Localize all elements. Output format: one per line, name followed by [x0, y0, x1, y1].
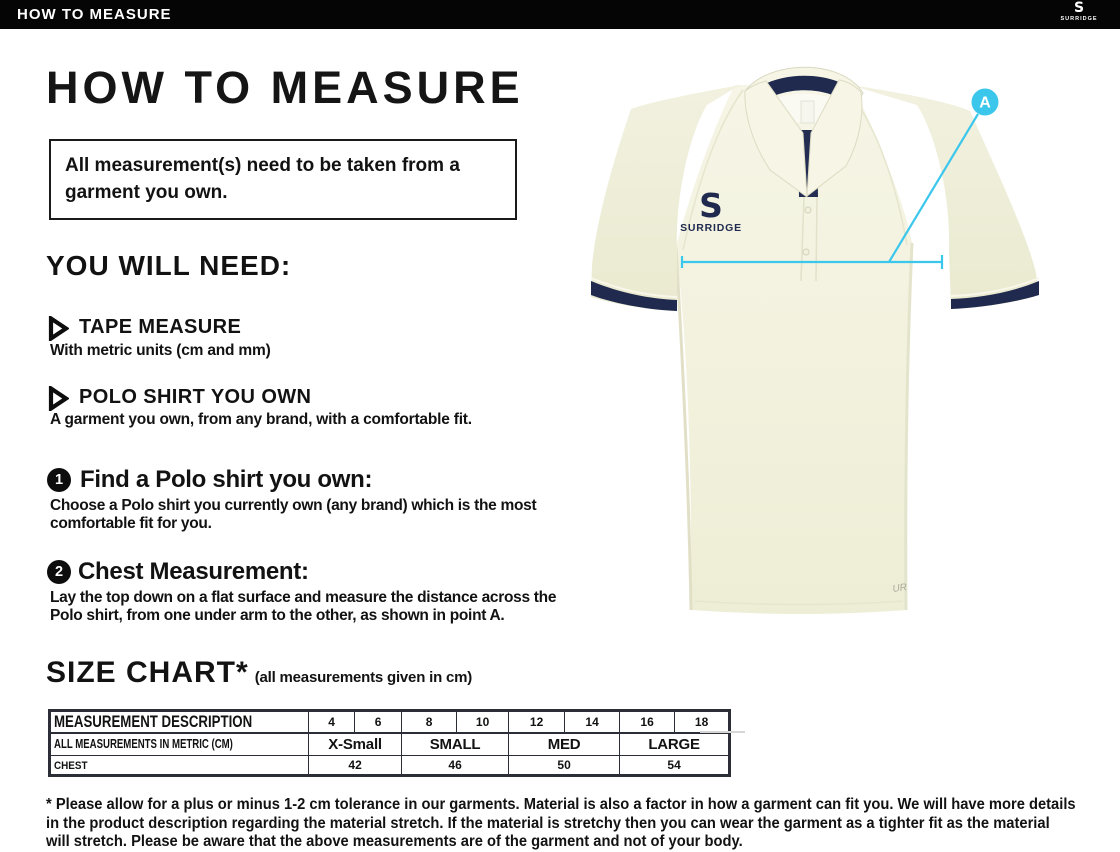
size-group-cell: SMALL	[401, 732, 510, 756]
need-item-tape-measure: TAPE MEASURE	[79, 316, 242, 338]
shirt-chest-logo: S SURRIDGE	[680, 186, 742, 234]
size-chart-heading: SIZE CHART* (all measurements given in c…	[46, 656, 472, 690]
chest-value-cell: 46	[401, 754, 510, 776]
step-1-description: Choose a Polo shirt you currently own (a…	[50, 497, 537, 532]
button	[804, 206, 812, 214]
callout-line	[888, 113, 979, 263]
need-item-polo-shirt-desc: A garment you own, from any brand, with …	[50, 411, 472, 428]
shirt-right-sleeve	[850, 85, 1040, 309]
divider-line	[700, 731, 745, 733]
hem-watermark: UR	[892, 582, 908, 595]
shirt-left-sleeve	[590, 85, 740, 311]
col-units-label: ALL MEASUREMENTS IN METRIC (CM)	[48, 732, 310, 756]
triangle-bullet-icon	[48, 386, 69, 411]
need-item-polo-shirt: POLO SHIRT YOU OWN	[79, 386, 312, 408]
page-title: HOW TO MEASURE	[46, 62, 524, 113]
size-cell: 6	[354, 710, 403, 734]
footnote: * Please allow for a plus or minus 1-2 c…	[46, 796, 1076, 851]
size-cell: 16	[619, 710, 676, 734]
step-1-title: Find a Polo shirt you own:	[80, 466, 373, 493]
table-row-sizes: MEASUREMENT DESCRIPTION 4 6 8 10 12 14 1…	[48, 710, 731, 734]
triangle-bullet-icon	[48, 316, 69, 341]
surridge-s-icon: S	[699, 186, 723, 225]
table-row-chest: CHEST 42 46 50 54	[48, 754, 731, 776]
size-cell: 8	[401, 710, 458, 734]
size-chart-subtitle: (all measurements given in cm)	[254, 669, 473, 686]
surridge-s-icon: S	[1073, 0, 1085, 16]
table-row-size-groups: ALL MEASUREMENTS IN METRIC (CM) X-Small …	[48, 732, 731, 756]
size-chart-title: SIZE CHART*	[46, 656, 249, 689]
shirt-collar	[744, 66, 864, 282]
surridge-logo-text: SURRIDGE	[1060, 16, 1098, 22]
chest-value-cell: 50	[508, 754, 621, 776]
placket	[800, 196, 818, 282]
polo-shirt-diagram: S SURRIDGE UR A	[590, 66, 1040, 614]
row-chest-label: CHEST	[48, 754, 310, 776]
size-group-cell: X-Small	[308, 732, 403, 756]
button	[802, 248, 810, 256]
col-measurement-description: MEASUREMENT DESCRIPTION	[48, 710, 310, 734]
step-2-title: Chest Measurement:	[78, 558, 309, 585]
point-a-label: A	[979, 95, 991, 112]
size-group-cell: LARGE	[619, 732, 731, 756]
size-cell: 4	[308, 710, 356, 734]
surridge-logo: S SURRIDGE	[1048, 1, 1110, 23]
size-chart-table: MEASUREMENT DESCRIPTION 4 6 8 10 12 14 1…	[48, 709, 732, 777]
note-box: All measurement(s) need to be taken from…	[49, 139, 517, 220]
top-bar: HOW TO MEASURE S SURRIDGE	[0, 0, 1120, 29]
size-cell: 10	[456, 710, 510, 734]
top-bar-title: HOW TO MEASURE	[17, 6, 172, 23]
collar-label	[800, 100, 815, 124]
step-2-number: 2	[47, 560, 71, 584]
point-a-marker: A	[971, 88, 999, 116]
size-cell: 18	[674, 710, 731, 734]
chest-value-cell: 54	[619, 754, 731, 776]
need-item-tape-measure-desc: With metric units (cm and mm)	[50, 342, 271, 359]
size-group-cell: MED	[508, 732, 621, 756]
size-cell: 12	[508, 710, 566, 734]
chest-value-cell: 42	[308, 754, 403, 776]
size-cell: 14	[564, 710, 621, 734]
measurement-annotation	[680, 113, 979, 269]
step-2-description: Lay the top down on a flat surface and m…	[50, 589, 557, 624]
step-1-number: 1	[47, 468, 71, 492]
surridge-wordmark: SURRIDGE	[680, 222, 742, 234]
you-will-need-heading: YOU WILL NEED:	[46, 250, 292, 281]
